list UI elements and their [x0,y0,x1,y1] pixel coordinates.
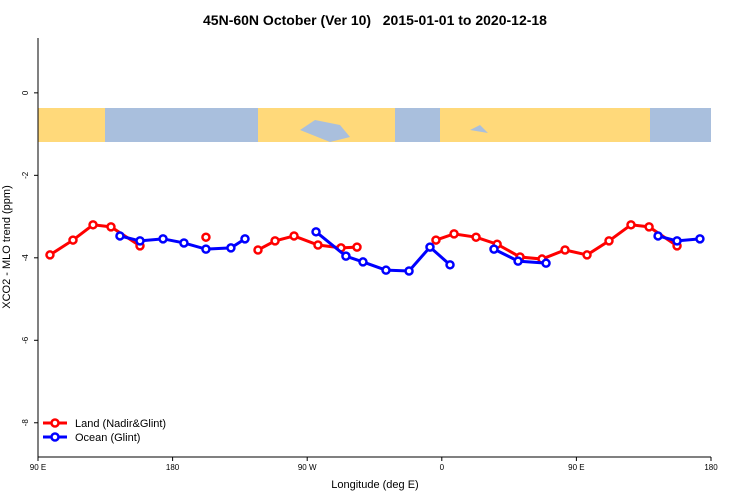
point [201,232,211,242]
x-tick-label: 90 W [298,463,317,472]
point [313,240,323,250]
x-tick-label: 180 [166,463,180,472]
point [381,265,391,275]
legend-label: Land (Nadir&Glint) [75,418,166,430]
y-tick-label: -8 [21,419,30,427]
point [68,235,78,245]
point [158,234,168,244]
point [289,231,299,241]
point [604,236,614,246]
point [431,235,441,245]
x-axis-label: Longitude (deg E) [331,479,418,491]
point [644,222,654,232]
point [489,244,499,254]
legend-marker [50,418,60,428]
y-tick-label: -6 [21,336,30,344]
point [653,231,663,241]
point [445,260,455,270]
point [240,234,250,244]
y-tick-label: -2 [21,171,30,179]
point [115,231,125,241]
point [179,238,189,248]
point [341,251,351,261]
map-band [38,108,711,142]
map-ocean [105,108,258,142]
point [425,242,435,252]
point [471,232,481,242]
point [311,227,321,237]
y-tick-label: 0 [21,90,30,95]
x-tick-label: 0 [440,463,445,472]
point [226,243,236,253]
legend-label: Ocean (Glint) [75,432,140,444]
point [352,242,362,252]
point [135,236,145,246]
point [560,245,570,255]
x-tick-label: 180 [704,463,718,472]
point [672,236,682,246]
x-tick-label: 90 E [30,463,46,472]
point [449,229,459,239]
y-axis-label: XCO2 - MLO trend (ppm) [1,185,13,308]
point [695,234,705,244]
map-ocean [300,108,711,142]
point [358,257,368,267]
y-tick-label: -4 [21,254,30,262]
point [582,250,592,260]
point [106,222,116,232]
point [626,220,636,230]
legend-marker [50,432,60,442]
point [88,220,98,230]
x-tick-label: 90 E [568,463,584,472]
point [404,266,414,276]
point [541,258,551,268]
point [201,244,211,254]
chart-title: 45N-60N October (Ver 10) 2015-01-01 to 2… [203,12,547,28]
point [45,250,55,260]
point [513,256,523,266]
point [253,245,263,255]
point [270,236,280,246]
